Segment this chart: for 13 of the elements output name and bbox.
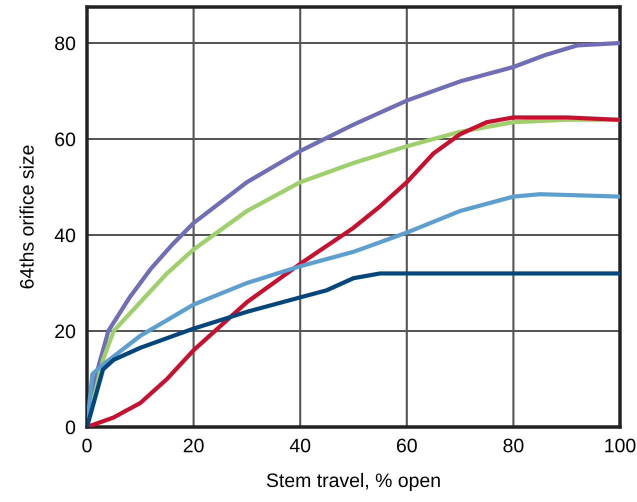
- x-tick-label: 20: [184, 438, 204, 452]
- y-tick-label: 80: [55, 36, 76, 50]
- x-axis-title: Stem travel, % open: [266, 472, 440, 492]
- y-tick-label: 60: [55, 132, 76, 146]
- x-tick-label: 80: [503, 438, 524, 452]
- x-tick-label: 40: [290, 438, 310, 452]
- y-tick-label: 0: [66, 420, 76, 434]
- y-axis-title: 64ths orifice size: [19, 145, 34, 288]
- x-tick-label: 100: [605, 438, 636, 452]
- y-tick-label: 40: [54, 228, 76, 242]
- x-tick-label: 0: [82, 438, 92, 452]
- y-tick-label: 20: [55, 324, 76, 338]
- x-tick-label: 60: [396, 438, 417, 452]
